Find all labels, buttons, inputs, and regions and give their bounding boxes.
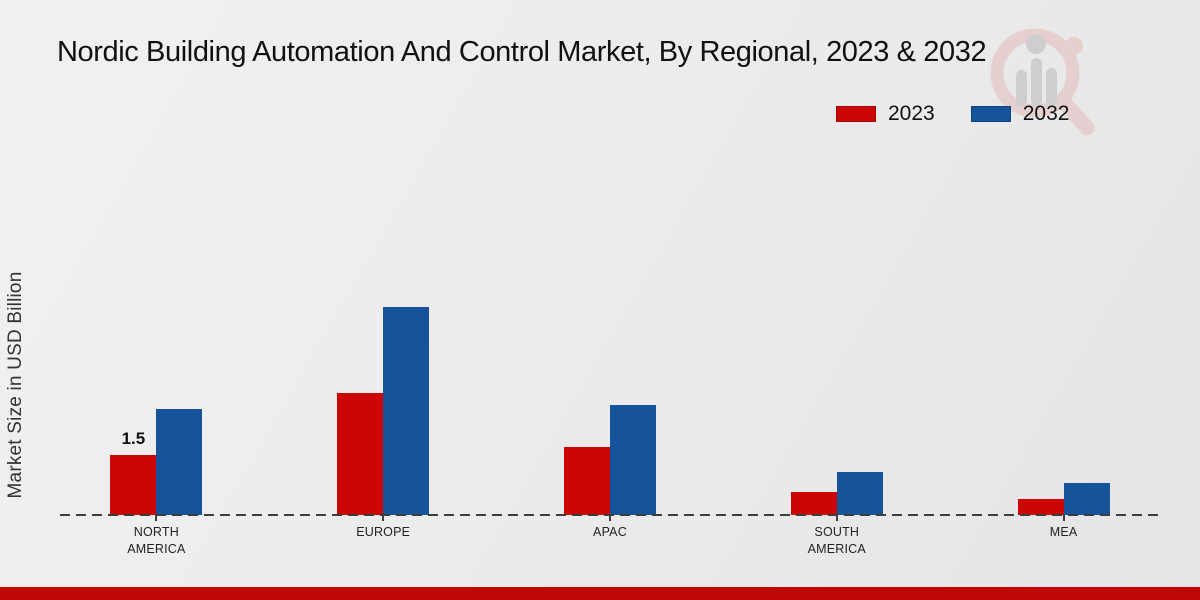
bar-value-label-north-america-2023: 1.5 [121,429,146,448]
bar-group-mea: MEA [950,215,1177,558]
category-label-mea: MEA [1049,525,1078,539]
bar-group-south-america: SOUTH AMERICA [723,215,950,558]
legend: 2023 2032 [836,102,1069,126]
axis-tick-south-america [835,515,838,521]
y-axis-label: Market Size in USD Billion [5,271,26,499]
category-label-apac: APAC [593,525,627,539]
bar-pair-europe [337,215,430,515]
bar-north-america-2023: 1.5 [110,429,157,515]
legend-label-2032: 2032 [1022,102,1070,125]
bar-group-europe: EUROPE [270,215,497,558]
bar-group-apac: APAC [497,215,724,558]
category-label-europe: EUROPE [356,525,411,539]
legend-swatch-2023-icon [836,106,876,122]
axis-tick-mea [1062,515,1065,521]
bar-group-north-america: 1.5 NORTH AMERICA [43,215,270,558]
bar-europe-2032 [383,307,430,515]
category-label-north-america: NORTH AMERICA [127,525,186,556]
bar-pair-mea [1017,215,1110,515]
axis-tick-apac [608,515,611,521]
magnifier-bar-chart-logo-icon [980,18,1100,143]
bar-apac-2032 [609,405,656,515]
bar-chart: 1.5 NORTH AMERICA EUROPE APAC SOUTH AMERICA M… [43,215,1177,558]
legend-label-2023: 2023 [888,102,935,125]
bar-pair-south-america [790,215,883,515]
chart-title: Nordic Building Automation And Control M… [57,36,987,68]
x-axis-baseline [60,514,1160,516]
legend-swatch-2032-icon [970,106,1011,122]
legend-item-2023: 2023 [836,102,935,126]
bar-mea-2032 [1063,483,1110,515]
bar-south-america-2023 [790,491,837,515]
legend-item-2032: 2032 [970,102,1070,126]
bar-north-america-2032 [156,409,203,515]
bar-europe-2023 [337,393,384,515]
category-label-south-america: SOUTH AMERICA [807,525,866,556]
bar-pair-apac [563,215,656,515]
bar-mea-2023 [1017,499,1064,515]
bar-apac-2023 [563,447,610,515]
bar-south-america-2032 [836,471,883,515]
axis-tick-north-america [155,515,158,521]
bar-pair-north-america: 1.5 [110,215,203,515]
axis-tick-europe [382,515,385,521]
footer-accent-bar [0,587,1200,600]
